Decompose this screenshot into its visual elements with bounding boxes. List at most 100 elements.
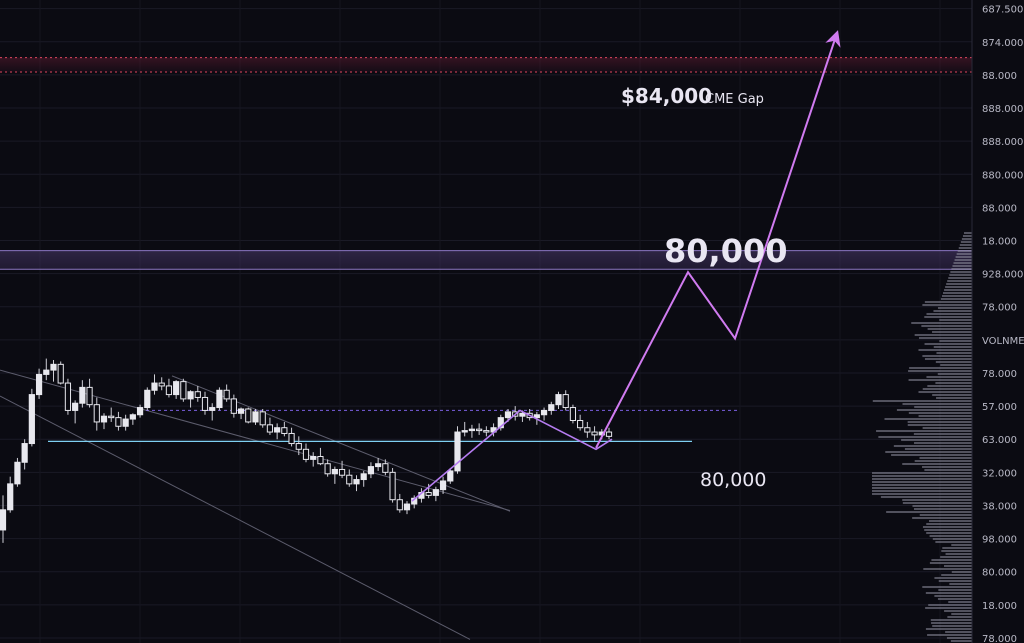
- volume-bar: [902, 463, 972, 465]
- axis-tick-label: 38.000: [982, 501, 1017, 512]
- candle-body: [360, 473, 367, 481]
- volume-bar: [908, 379, 972, 381]
- volume-bar: [929, 535, 972, 537]
- candle-body: [21, 443, 28, 463]
- cme-gap-band: [0, 57, 972, 73]
- candle-body: [310, 456, 317, 460]
- axis-tick-label: 88.000: [982, 203, 1017, 214]
- volume-bar: [932, 394, 972, 396]
- volume-bar: [957, 250, 972, 252]
- axis-tick-label: 78.000: [982, 634, 1017, 643]
- price-axis: 687.500 874.000 88.000 888.000 888.000 880.00…: [982, 5, 1024, 643]
- axis-tick-label: 874.000: [982, 38, 1023, 49]
- volume-bar: [872, 484, 972, 486]
- candle-body: [504, 411, 512, 419]
- volume-bar: [922, 466, 972, 468]
- volume-bar: [872, 475, 972, 477]
- axis-tick-label: 888.000: [982, 104, 1023, 115]
- candle-body: [115, 417, 122, 427]
- volume-bar: [932, 538, 972, 540]
- volume-bar: [924, 301, 972, 303]
- candle-body: [151, 382, 158, 391]
- axis-tick-label: 98.000: [982, 535, 1017, 546]
- volume-bar: [962, 235, 972, 237]
- candle-body: [439, 480, 447, 491]
- candle-body: [216, 389, 223, 409]
- axis-tick-label: 57.000: [982, 402, 1017, 413]
- axis-tick-label: 78.000: [982, 369, 1017, 380]
- volume-bar: [951, 613, 972, 615]
- candle-body: [129, 414, 136, 420]
- volume-bar: [925, 607, 972, 609]
- volume-bar: [932, 331, 972, 333]
- volume-bar: [908, 370, 972, 372]
- axis-tick-label: VOLNME: [982, 336, 1024, 347]
- volume-bar: [937, 373, 972, 375]
- volume-bar: [913, 508, 972, 510]
- candle-body: [187, 391, 194, 400]
- volume-bar: [914, 406, 972, 408]
- candle-body: [338, 468, 346, 476]
- volume-bar: [919, 457, 972, 459]
- volume-bar: [961, 238, 972, 240]
- candle-body: [468, 428, 476, 432]
- candle-body: [122, 418, 129, 427]
- volume-bar: [928, 604, 972, 606]
- candle-body: [375, 463, 382, 468]
- volume-bar: [945, 631, 972, 633]
- candle-body: [555, 394, 562, 406]
- volume-bar: [927, 328, 972, 330]
- volume-bar: [943, 565, 972, 567]
- volume-bar: [921, 325, 972, 327]
- volume-bar: [944, 289, 972, 291]
- volume-bar: [922, 526, 972, 528]
- axis-tick-label: 32.000: [982, 468, 1017, 479]
- volume-bar: [891, 454, 972, 456]
- candle-body: [331, 468, 338, 475]
- volume-bar: [952, 265, 972, 267]
- volume-bar: [924, 316, 972, 318]
- volume-bar: [908, 412, 972, 414]
- volume-bar: [872, 490, 972, 492]
- candle-body: [346, 474, 353, 485]
- candle-body: [194, 391, 201, 398]
- candle-body: [324, 463, 331, 475]
- volume-bar: [924, 358, 972, 360]
- volume-bar: [872, 478, 972, 480]
- candle-body: [591, 431, 598, 436]
- volume-bar: [907, 421, 972, 423]
- candle-body: [72, 402, 79, 411]
- candle-body: [165, 385, 173, 396]
- volume-bar: [956, 253, 972, 255]
- volume-bar: [922, 355, 972, 357]
- axis-tick-label: 928.000: [982, 270, 1023, 281]
- volume-bar: [946, 637, 972, 639]
- volume-bar: [904, 448, 972, 450]
- candle-body: [100, 415, 108, 423]
- candle-body: [158, 382, 165, 387]
- candle-body: [396, 499, 403, 511]
- volume-bar: [911, 322, 972, 324]
- volume-bar: [927, 385, 972, 387]
- candle-body: [476, 428, 483, 432]
- candle-body: [317, 456, 324, 465]
- volume-bar: [901, 439, 972, 441]
- volume-bar: [902, 499, 972, 501]
- horizontal-bands: [0, 57, 972, 270]
- candle-body: [259, 411, 266, 426]
- projection-path: [411, 30, 841, 502]
- volume-bar: [944, 610, 972, 612]
- candle-body: [201, 396, 209, 411]
- volume-bar: [886, 511, 972, 513]
- zone-band: [0, 250, 972, 270]
- volume-bar: [948, 277, 972, 279]
- volume-bar: [945, 553, 972, 555]
- volume-bar: [907, 424, 972, 426]
- volume-bar: [884, 418, 972, 420]
- candle-body: [519, 412, 526, 417]
- candle-body: [230, 398, 237, 414]
- volume-bar: [960, 241, 972, 243]
- volume-bar: [937, 307, 972, 309]
